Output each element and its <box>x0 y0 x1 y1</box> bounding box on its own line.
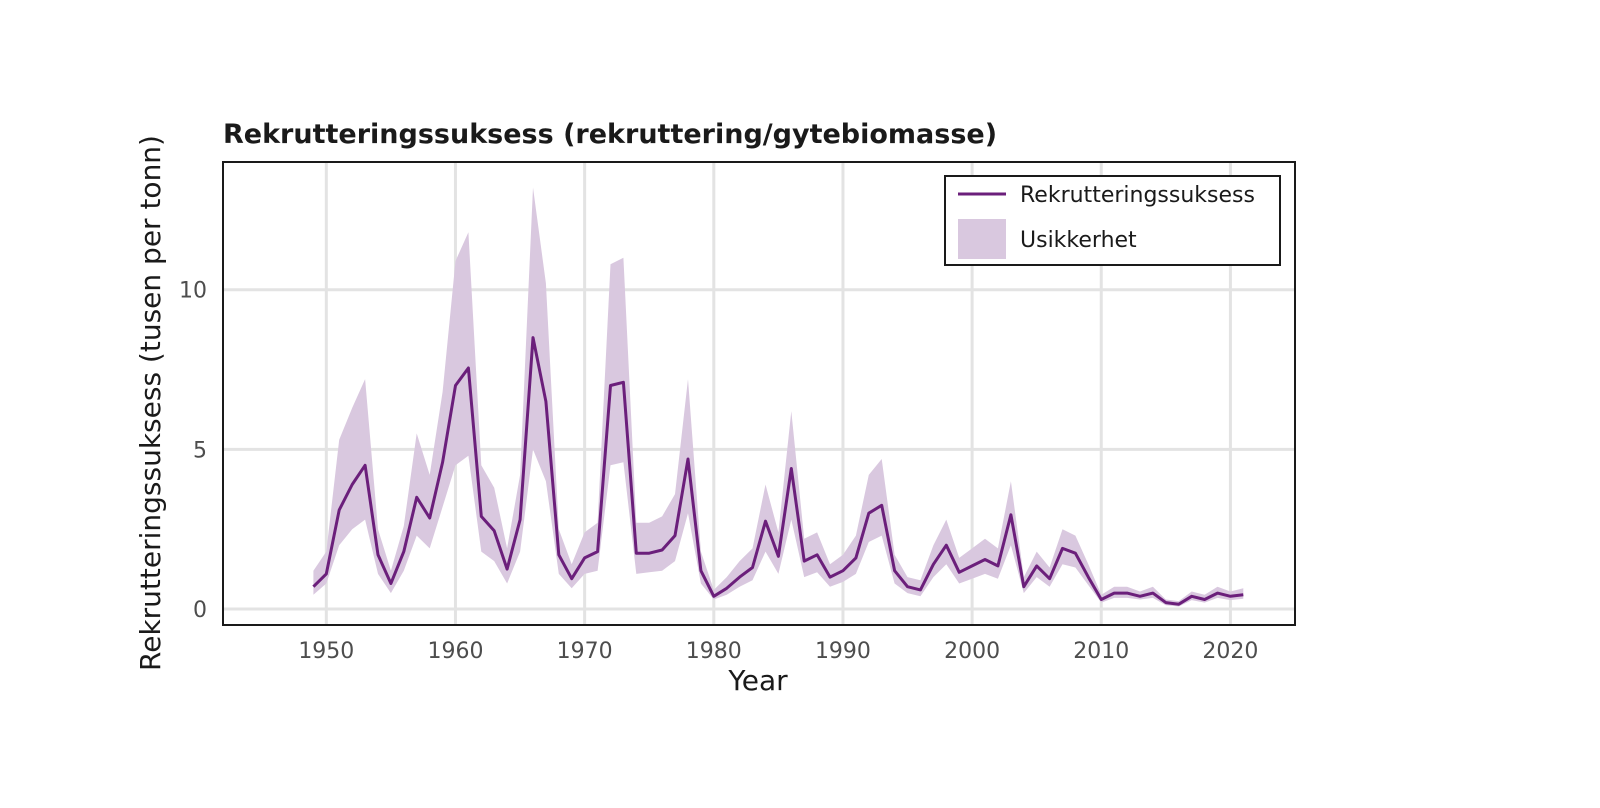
legend: Rekrutteringssuksess Usikkerhet <box>944 175 1281 266</box>
y-axis-title: Rekrutteringssuksess (tusen per tonn) <box>134 135 167 671</box>
legend-label-usikkerhet: Usikkerhet <box>1020 228 1137 253</box>
x-tick-1950: 1950 <box>298 639 354 664</box>
y-tick-10: 10 <box>179 279 207 304</box>
y-tick-0: 0 <box>193 598 207 623</box>
y-tick-labels: 0 5 10 <box>179 279 207 623</box>
uncertainty-band <box>313 187 1244 607</box>
plot-frame <box>222 161 1296 626</box>
legend-label-rekrutteringssuksess: Rekrutteringssuksess <box>1020 183 1255 208</box>
legend-band-swatch <box>958 219 1006 259</box>
x-tick-1990: 1990 <box>815 639 871 664</box>
chart-title: Rekrutteringssuksess (rekruttering/gyteb… <box>223 119 997 150</box>
x-axis-title: Year <box>727 664 788 697</box>
x-tick-2020: 2020 <box>1202 639 1258 664</box>
uncertainty-band-layer <box>313 187 1244 607</box>
series-line-rekrutteringssuksess <box>312 336 1244 606</box>
line-layer <box>312 336 1244 606</box>
y-tick-5: 5 <box>193 438 207 463</box>
x-tick-labels: 1950 1960 1970 1980 1990 2000 2010 2020 <box>298 639 1258 664</box>
x-tick-2000: 2000 <box>944 639 1000 664</box>
x-tick-2010: 2010 <box>1073 639 1129 664</box>
x-tick-1970: 1970 <box>557 639 613 664</box>
x-tick-1960: 1960 <box>427 639 483 664</box>
x-tick-1980: 1980 <box>686 639 742 664</box>
